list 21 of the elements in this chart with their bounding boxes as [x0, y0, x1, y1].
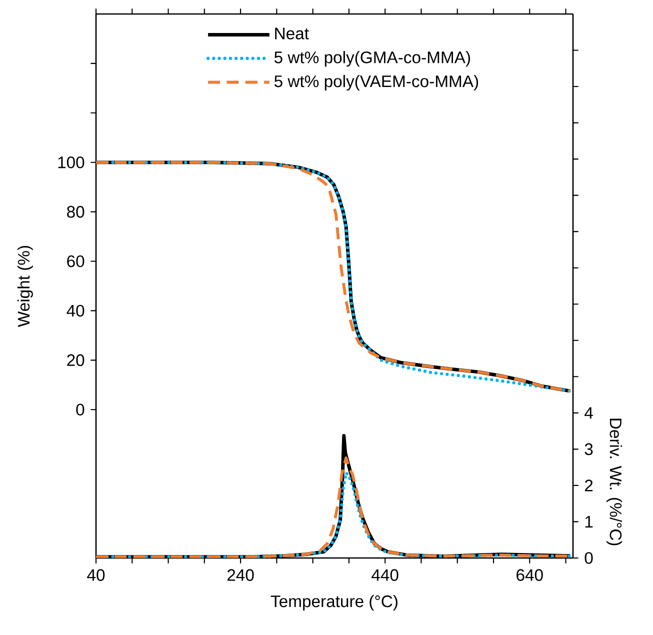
legend-label: 5 wt% poly(GMA-co-MMA)	[274, 51, 470, 67]
y-tick-label: 100	[58, 156, 84, 168]
x-tick-label: 640	[516, 569, 543, 581]
y-tick-label: 80	[67, 206, 84, 218]
y2-axis-title: Deriv. Wt. (%/°C)	[606, 418, 622, 546]
y2-tick-label: 3	[584, 443, 593, 456]
x-tick-label: 240	[227, 569, 254, 581]
y-tick-label: 60	[67, 255, 84, 268]
y-tick-label: 0	[76, 404, 84, 416]
y-axis-title: Weight (%)	[17, 246, 33, 327]
legend-label: 5 wt% poly(VAEM-co-MMA)	[274, 74, 478, 90]
y2-tick-label: 1	[585, 516, 593, 528]
y-tick-label: 40	[66, 304, 84, 317]
x-axis-title: Temperature (°C)	[270, 594, 398, 611]
y-tick-label: 20	[67, 354, 84, 366]
legend-label: Neat	[275, 28, 309, 40]
x-tick-label: 440	[372, 569, 398, 581]
y2-tick-label: 4	[584, 407, 593, 419]
x-tick-label: 40	[87, 569, 105, 581]
y2-tick-label: 0	[584, 552, 593, 564]
y2-tick-label: 2	[584, 480, 593, 492]
